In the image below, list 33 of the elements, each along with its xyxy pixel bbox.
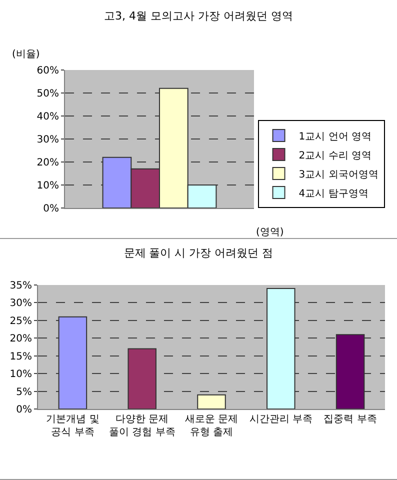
y-tick-label: 30% — [10, 298, 32, 310]
bar — [336, 334, 365, 409]
chart-title: 문제 풀이 시 가장 어려웠던 점 — [124, 246, 274, 260]
y-tick-label: 20% — [36, 158, 59, 168]
y-tick-label: 15% — [10, 351, 32, 362]
x-tick-label: 새로운 문제 유형 출제 — [184, 414, 238, 438]
y-tick-label: 0% — [16, 404, 32, 416]
legend-label: 1교시 언어 영역 — [298, 131, 372, 142]
y-tick-label: 10% — [10, 369, 32, 380]
y-tick-label: 5% — [16, 386, 32, 398]
bar — [197, 394, 226, 409]
y-tick-label: 60% — [36, 66, 59, 76]
y-tick-label: 50% — [36, 88, 59, 100]
y-axis-title: (비율) — [12, 49, 40, 60]
legend-label: 3교시 외국어영역 — [298, 169, 378, 180]
y-tick-label: 0% — [43, 204, 59, 214]
chart-title: 고3, 4월 모의고사 가장 어려웠던 영역 — [104, 10, 293, 23]
y-tick-label: 35% — [10, 280, 32, 292]
legend-label: 2교시 수리 영역 — [298, 150, 372, 162]
x-tick-label: 다양한 문제 풀이 경험 부족 — [108, 414, 176, 438]
y-tick-label: 10% — [36, 180, 59, 192]
y-tick-label: 40% — [36, 112, 59, 122]
x-tick-label: 시간관리 부족 — [249, 414, 312, 425]
bar — [128, 348, 156, 409]
x-axis-title: (영역) — [256, 227, 284, 238]
legend-label: 4교시 탐구영역 — [298, 188, 368, 200]
y-tick-label: 25% — [10, 316, 32, 327]
bar — [266, 288, 296, 409]
x-tick-label: 집중력 부족 — [324, 414, 377, 425]
bar — [58, 316, 88, 409]
x-tick-label: 기본개념 및 공식 부족 — [46, 414, 100, 438]
y-tick-label: 30% — [36, 134, 59, 146]
y-tick-label: 20% — [10, 334, 32, 345]
